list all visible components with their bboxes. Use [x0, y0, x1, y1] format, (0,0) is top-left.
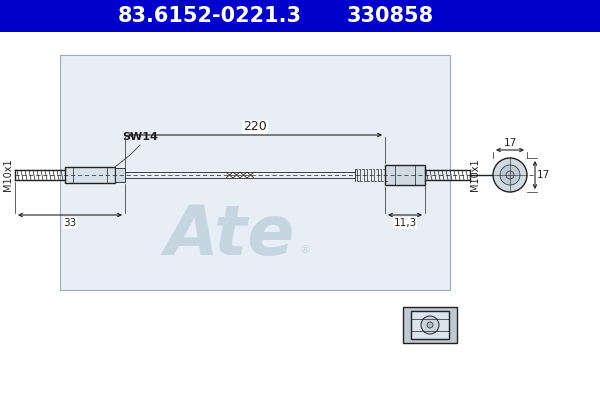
Text: 17: 17 — [503, 138, 517, 148]
Circle shape — [427, 322, 433, 328]
Text: SW14: SW14 — [122, 132, 158, 142]
Text: 11,3: 11,3 — [394, 218, 416, 228]
Text: 17: 17 — [536, 170, 550, 180]
Circle shape — [500, 165, 520, 185]
Text: ®: ® — [299, 245, 311, 255]
Text: 220: 220 — [243, 120, 267, 134]
Text: Ate: Ate — [165, 202, 295, 268]
Bar — [225, 171, 255, 179]
Text: 33: 33 — [64, 218, 77, 228]
Text: M10x1: M10x1 — [470, 159, 480, 191]
Text: 83.6152-0221.3: 83.6152-0221.3 — [118, 6, 302, 26]
Circle shape — [506, 171, 514, 179]
Bar — [115, 168, 125, 182]
Bar — [0, 0, 600, 32]
Text: 330858: 330858 — [346, 6, 434, 26]
Bar — [403, 307, 457, 343]
Bar — [60, 55, 450, 290]
Text: M10x1: M10x1 — [3, 159, 13, 191]
Bar — [411, 311, 449, 339]
Bar — [385, 165, 425, 185]
Circle shape — [421, 316, 439, 334]
Circle shape — [493, 158, 527, 192]
Bar — [65, 167, 115, 183]
